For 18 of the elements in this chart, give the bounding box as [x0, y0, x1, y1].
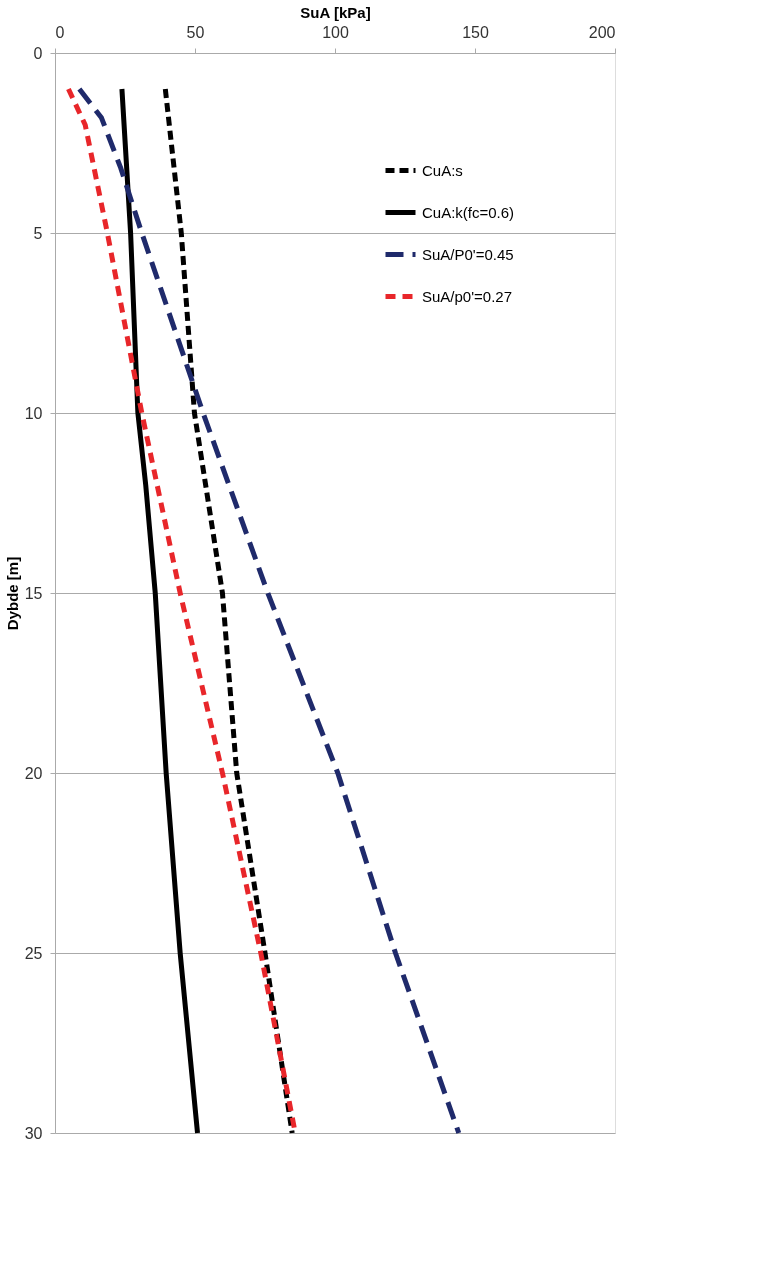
- legend-label: CuA:s: [422, 161, 463, 179]
- legend-label: SuA/P0'=0.45: [422, 245, 514, 263]
- y-tick-label: 0: [33, 44, 43, 62]
- y-tick-label: 20: [24, 764, 43, 782]
- y-tick-label: 25: [24, 944, 43, 962]
- x-axis-title: SuA [kPa]: [300, 3, 371, 21]
- x-tick-label: 150: [462, 23, 489, 41]
- y-tick-label: 10: [24, 404, 43, 422]
- x-tick-label: 100: [322, 23, 349, 41]
- y-tick-label: 15: [24, 584, 43, 602]
- y-tick-label: 5: [33, 224, 43, 242]
- y-tick-label: 30: [24, 1124, 43, 1142]
- legend-label: CuA:k(fc=0.6): [422, 203, 515, 221]
- x-tick-label: 200: [588, 23, 616, 41]
- y-axis-title: Dybde [m]: [3, 556, 21, 631]
- x-tick-label: 0: [55, 23, 65, 41]
- x-tick-label: 50: [186, 23, 205, 41]
- legend-label: SuA/p0'=0.27: [422, 287, 513, 305]
